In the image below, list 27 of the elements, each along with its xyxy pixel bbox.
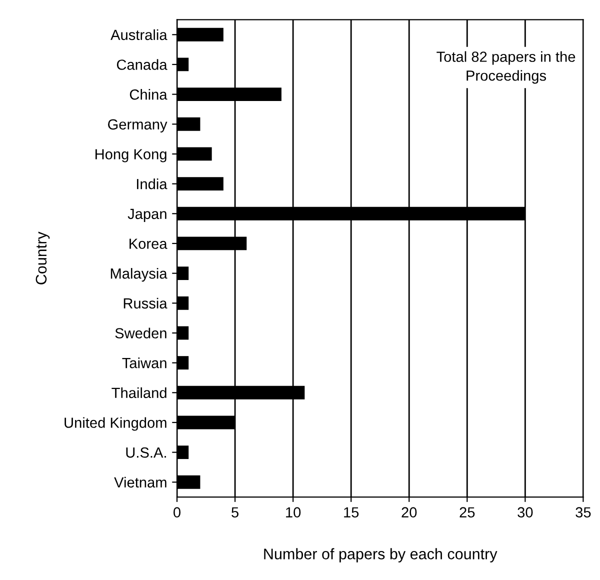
y-tick-label: Japan: [128, 208, 166, 222]
y-tick-label: Vietnam: [114, 476, 166, 488]
y-tick-label: Russia: [124, 298, 168, 309]
y-tick-label: United Kingdom: [64, 417, 166, 431]
x-tick-label: 15: [344, 507, 359, 518]
x-tick-label: 10: [286, 507, 301, 518]
x-tick-label: 25: [460, 507, 475, 518]
y-tick-label: Hong Kong: [96, 149, 166, 162]
x-tick-label: 20: [402, 507, 417, 518]
y-tick-label: Korea: [130, 238, 168, 249]
y-tick-label: Sweden: [115, 328, 166, 338]
x-axis-title: Number of papers by each country: [264, 548, 498, 562]
x-tick-label: 35: [576, 507, 591, 518]
y-tick-label: India: [137, 178, 168, 190]
y-axis-title: Country: [36, 232, 50, 284]
y-tick-label: Australia: [110, 29, 168, 40]
y-tick-label: Malaysia: [110, 268, 168, 282]
y-tick-label: Thailand: [112, 387, 166, 398]
x-tick-label: 0: [174, 507, 180, 518]
y-tick-label: U.S.A.: [126, 447, 166, 458]
y-tick-label: Canada: [116, 59, 168, 70]
annotation: Total 82 papers in the Proceedings: [436, 51, 576, 84]
y-tick-label: Taiwan: [122, 358, 166, 368]
x-tick-label: 30: [518, 507, 533, 518]
y-tick-label: China: [130, 89, 168, 100]
y-tick-label: Germany: [108, 119, 168, 132]
x-tick-label: 5: [232, 507, 238, 518]
